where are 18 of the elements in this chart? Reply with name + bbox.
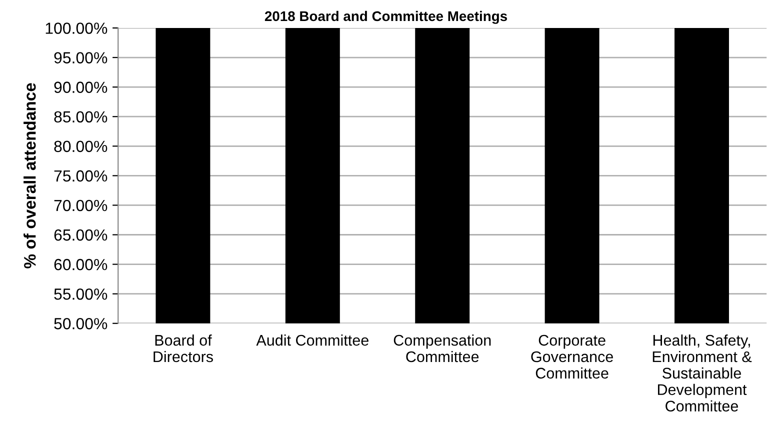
y-tick-label: 95.00% (54, 52, 108, 64)
x-tick-label: Health, Safety, Environment & Sustainable Development Committee (652, 334, 752, 412)
y-tick-label: 55.00% (54, 288, 108, 300)
x-tick-label: Audit Committee (256, 334, 368, 346)
y-tick-label: 90.00% (54, 82, 108, 93)
y-tick-label: 80.00% (54, 140, 108, 152)
x-tick-label: Compensation Committee (394, 334, 491, 362)
y-tick-label: 100.00% (46, 22, 108, 34)
y-tick-label: 60.00% (54, 258, 108, 270)
y-tick-label: 85.00% (54, 111, 108, 123)
y-axis-title: % of overall attendance (24, 83, 36, 268)
x-tick-label: Corporate Governance Committee (531, 334, 613, 379)
y-tick-label: 65.00% (54, 229, 108, 241)
y-tick-label: 70.00% (54, 200, 108, 212)
y-tick-label: 50.00% (54, 318, 108, 330)
chart-title: 2018 Board and Committee Meetings (264, 10, 507, 24)
x-tick-label: Board of Directors (154, 334, 213, 362)
y-tick-label: 75.00% (54, 170, 108, 182)
